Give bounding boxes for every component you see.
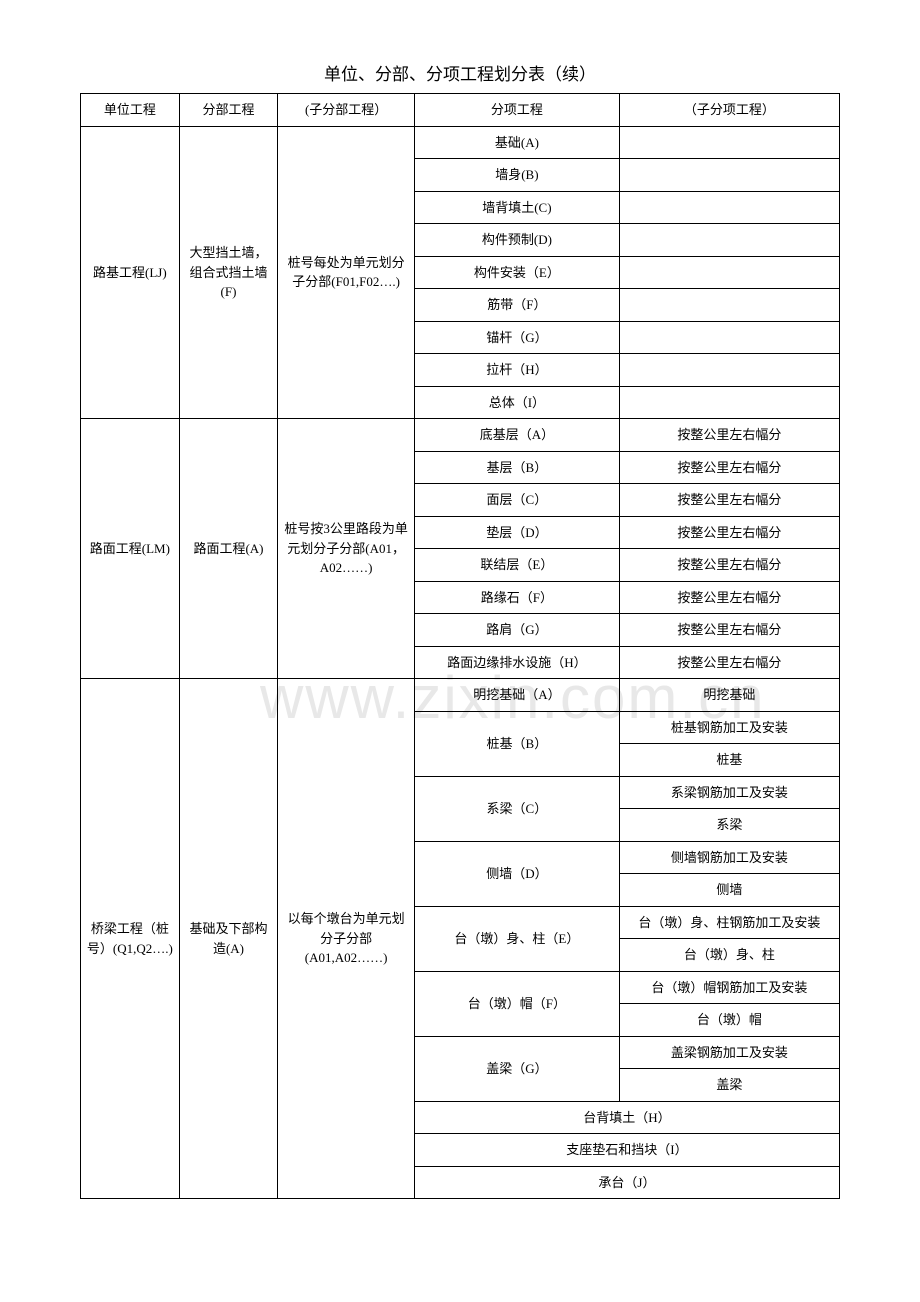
subitem-cell: 明挖基础 [619, 679, 839, 712]
item-cell: 垫层（D） [414, 516, 619, 549]
subitem-cell: 按整公里左右幅分 [619, 581, 839, 614]
item-cell: 桩基（B） [414, 711, 619, 776]
item-cell: 基层（B） [414, 451, 619, 484]
header-row: 单位工程 分部工程 (子分部工程） 分项工程 （子分项工程） [81, 94, 840, 127]
item-cell: 面层（C） [414, 484, 619, 517]
item-cell: 系梁（C） [414, 776, 619, 841]
header-division: 分部工程 [179, 94, 278, 127]
subitem-cell: 按整公里左右幅分 [619, 614, 839, 647]
division-cell: 基础及下部构造(A) [179, 679, 278, 1199]
item-cell: 墙身(B) [414, 159, 619, 192]
item-cell: 台（墩）身、柱（E） [414, 906, 619, 971]
span-item-cell: 台背填土（H） [414, 1101, 839, 1134]
item-cell: 路缘石（F） [414, 581, 619, 614]
subitem-cell [619, 354, 839, 387]
subitem-cell: 台（墩）身、柱 [619, 939, 839, 972]
subitem-cell: 桩基 [619, 744, 839, 777]
subitem-cell: 盖梁 [619, 1069, 839, 1102]
subdivision-cell: 桩号每处为单元划分子分部(F01,F02….) [278, 126, 415, 419]
header-subitem: （子分项工程） [619, 94, 839, 127]
item-cell: 墙背填土(C) [414, 191, 619, 224]
page-title: 单位、分部、分项工程划分表（续） [80, 60, 840, 85]
subitem-cell: 按整公里左右幅分 [619, 484, 839, 517]
header-unit: 单位工程 [81, 94, 180, 127]
item-cell: 构件安装（E） [414, 256, 619, 289]
span-item-cell: 承台（J） [414, 1166, 839, 1199]
subitem-cell: 按整公里左右幅分 [619, 419, 839, 452]
item-cell: 底基层（A） [414, 419, 619, 452]
item-cell: 筋带（F） [414, 289, 619, 322]
subitem-cell: 侧墙钢筋加工及安装 [619, 841, 839, 874]
table-row: 路基工程(LJ) 大型挡土墙，组合式挡土墙(F) 桩号每处为单元划分子分部(F0… [81, 126, 840, 159]
subitem-cell [619, 191, 839, 224]
item-cell: 路面边缘排水设施（H） [414, 646, 619, 679]
item-cell: 路肩（G） [414, 614, 619, 647]
subitem-cell [619, 289, 839, 322]
subitem-cell: 按整公里左右幅分 [619, 451, 839, 484]
item-cell: 侧墙（D） [414, 841, 619, 906]
subitem-cell: 按整公里左右幅分 [619, 516, 839, 549]
item-cell: 构件预制(D) [414, 224, 619, 257]
subitem-cell: 按整公里左右幅分 [619, 549, 839, 582]
header-subdivision: (子分部工程） [278, 94, 415, 127]
subitem-cell: 台（墩）身、柱钢筋加工及安装 [619, 906, 839, 939]
subitem-cell [619, 159, 839, 192]
subitem-cell: 系梁钢筋加工及安装 [619, 776, 839, 809]
table-container: www.zixin.com.cn 单位工程 分部工程 (子分部工程） 分项工程 … [80, 93, 840, 1199]
subitem-cell [619, 126, 839, 159]
item-cell: 拉杆（H） [414, 354, 619, 387]
subitem-cell: 盖梁钢筋加工及安装 [619, 1036, 839, 1069]
subitem-cell: 台（墩）帽 [619, 1004, 839, 1037]
item-cell: 锚杆（G） [414, 321, 619, 354]
subitem-cell: 按整公里左右幅分 [619, 646, 839, 679]
item-cell: 联结层（E） [414, 549, 619, 582]
span-item-cell: 支座垫石和挡块（I） [414, 1134, 839, 1167]
subitem-cell [619, 256, 839, 289]
subitem-cell: 系梁 [619, 809, 839, 842]
item-cell: 总体（I） [414, 386, 619, 419]
table-row: 桥梁工程（桩号）(Q1,Q2….) 基础及下部构造(A) 以每个墩台为单元划分子… [81, 679, 840, 712]
division-cell: 路面工程(A) [179, 419, 278, 679]
division-cell: 大型挡土墙，组合式挡土墙(F) [179, 126, 278, 419]
division-table: 单位工程 分部工程 (子分部工程） 分项工程 （子分项工程） 路基工程(LJ) … [80, 93, 840, 1199]
header-item: 分项工程 [414, 94, 619, 127]
item-cell: 台（墩）帽（F） [414, 971, 619, 1036]
subitem-cell [619, 386, 839, 419]
subitem-cell: 台（墩）帽钢筋加工及安装 [619, 971, 839, 1004]
unit-cell: 路基工程(LJ) [81, 126, 180, 419]
table-row: 路面工程(LM) 路面工程(A) 桩号按3公里路段为单元划分子分部(A01，A0… [81, 419, 840, 452]
subitem-cell [619, 321, 839, 354]
subdivision-cell: 以每个墩台为单元划分子分部(A01,A02……) [278, 679, 415, 1199]
item-cell: 盖梁（G） [414, 1036, 619, 1101]
item-cell: 基础(A) [414, 126, 619, 159]
item-cell: 明挖基础（A） [414, 679, 619, 712]
subitem-cell [619, 224, 839, 257]
subitem-cell: 桩基钢筋加工及安装 [619, 711, 839, 744]
subdivision-cell: 桩号按3公里路段为单元划分子分部(A01，A02……) [278, 419, 415, 679]
unit-cell: 路面工程(LM) [81, 419, 180, 679]
unit-cell: 桥梁工程（桩号）(Q1,Q2….) [81, 679, 180, 1199]
subitem-cell: 侧墙 [619, 874, 839, 907]
